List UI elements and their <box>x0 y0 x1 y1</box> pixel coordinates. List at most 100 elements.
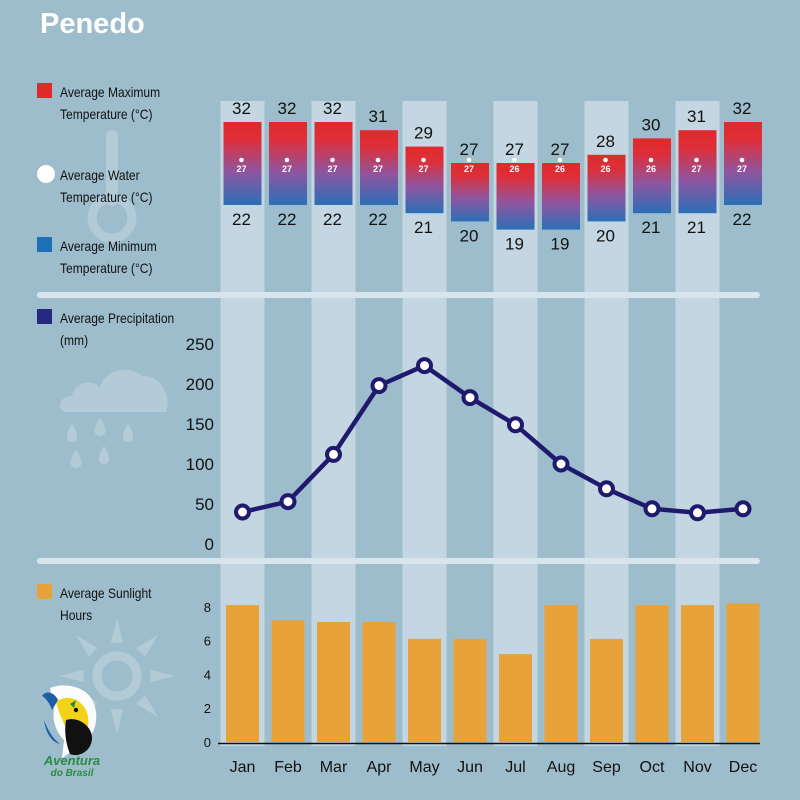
sun-ray-icon <box>150 669 175 683</box>
month-label: Aug <box>547 759 575 776</box>
water-temp-label: 27 <box>373 164 383 174</box>
sun-ray-icon <box>75 634 98 657</box>
min-temp-label: 21 <box>642 218 661 237</box>
month-label: May <box>409 759 439 776</box>
temp-range-bar <box>405 146 444 214</box>
legend-label-sun: Average Sunlight Hours <box>60 585 152 623</box>
precip-tick-label: 100 <box>186 455 214 474</box>
max-temp-label: 27 <box>551 140 570 159</box>
min-temp-label: 22 <box>278 210 297 229</box>
precip-point <box>507 416 524 434</box>
sun-bar <box>590 638 623 742</box>
sun-tick-label: 2 <box>204 701 211 716</box>
water-temp-label: 27 <box>282 164 292 174</box>
water-temp-dot <box>648 157 654 163</box>
sun-bar <box>362 622 396 742</box>
water-temp-dot <box>739 157 745 163</box>
precip-point <box>643 500 661 518</box>
water-temp-label: 26 <box>646 164 656 174</box>
legend-swatch-max-temp <box>37 83 52 98</box>
temp-range-bar <box>223 122 262 205</box>
legend-label-water-temp: Average Water Temperature (°C) <box>60 167 153 205</box>
water-temp-dot <box>694 157 699 163</box>
thermometer-bulb-icon <box>87 193 137 243</box>
temp-range-bar <box>633 138 671 214</box>
temp-range-bar <box>724 122 762 205</box>
precip-point <box>416 357 433 375</box>
precip-point <box>370 377 388 395</box>
max-temp-label: 30 <box>642 115 661 134</box>
water-temp-dot <box>375 157 381 163</box>
water-temp-dot <box>603 157 608 163</box>
max-temp-label: 32 <box>323 99 342 118</box>
month-label: Nov <box>683 759 711 776</box>
temp-range-bar <box>587 154 626 222</box>
min-temp-label: 20 <box>460 226 479 245</box>
page-title: Penedo <box>40 8 145 40</box>
sun-tick-label: 4 <box>204 667 211 682</box>
raindrop-icon <box>98 446 110 464</box>
sun-bar <box>271 620 305 742</box>
precip-tick-label: 0 <box>205 535 214 554</box>
water-temp-label: 26 <box>600 164 610 174</box>
water-temp-label: 26 <box>509 164 519 174</box>
min-temp-label: 20 <box>596 226 615 245</box>
raindrop-icon <box>70 450 82 468</box>
sun-bar <box>317 622 350 742</box>
legend-label-max-temp: Average Maximum Temperature (°C) <box>60 84 161 122</box>
month-label: Jun <box>457 759 483 776</box>
temp-range-bar <box>269 122 307 205</box>
sun-ray-icon <box>136 695 159 718</box>
precip-tick-label: 250 <box>186 335 214 354</box>
month-label: Jul <box>505 759 525 776</box>
raindrop-icon <box>66 424 78 442</box>
legend-label-precip: Average Precipitation (mm) <box>60 310 175 348</box>
water-temp-label: 27 <box>691 164 701 174</box>
min-temp-label: 22 <box>733 210 752 229</box>
legend-swatch-water-temp <box>37 165 55 183</box>
precip-point <box>234 503 251 521</box>
legend-swatch-sun <box>37 584 52 599</box>
sun-bar <box>499 654 532 742</box>
min-temp-label: 21 <box>414 218 433 237</box>
sun-ray-icon <box>136 634 159 657</box>
water-temp-dot <box>421 157 426 163</box>
water-temp-label: 27 <box>737 164 747 174</box>
precip-point <box>461 389 479 407</box>
sun-tick-label: 0 <box>204 735 211 750</box>
precip-point <box>689 504 706 522</box>
precip-point <box>279 493 297 511</box>
month-label: Apr <box>367 759 393 776</box>
sun-ray-icon <box>110 618 124 643</box>
sun-bar <box>453 638 487 742</box>
water-temp-dot <box>284 157 290 163</box>
background-decorations <box>59 130 175 734</box>
brand-logo-text: Aventura do Brasil <box>36 754 108 780</box>
precip-point <box>598 480 615 498</box>
brand-logo-line1: Aventura <box>43 753 101 768</box>
sun-bar <box>681 605 714 742</box>
max-temp-label: 27 <box>505 140 524 159</box>
water-temp-dot <box>512 157 517 163</box>
month-label: Feb <box>274 759 302 776</box>
max-temp-label: 28 <box>596 132 615 151</box>
min-temp-label: 22 <box>323 210 342 229</box>
precip-tick-label: 200 <box>186 375 214 394</box>
temp-range-bar <box>678 130 717 214</box>
sun-icon <box>92 651 142 701</box>
min-temp-label: 19 <box>505 235 524 254</box>
water-temp-label: 27 <box>236 164 246 174</box>
water-temp-label: 26 <box>555 164 565 174</box>
sun-bar <box>726 603 760 742</box>
max-temp-label: 31 <box>369 107 388 126</box>
cloud-icon <box>59 369 168 412</box>
min-temp-label: 22 <box>232 210 251 229</box>
sun-bar <box>635 605 669 742</box>
temp-range-bar <box>496 163 535 230</box>
sun-ray-icon <box>110 709 124 734</box>
month-label: Dec <box>729 759 757 776</box>
water-temp-dot <box>330 157 335 163</box>
month-label: Jan <box>230 759 256 776</box>
